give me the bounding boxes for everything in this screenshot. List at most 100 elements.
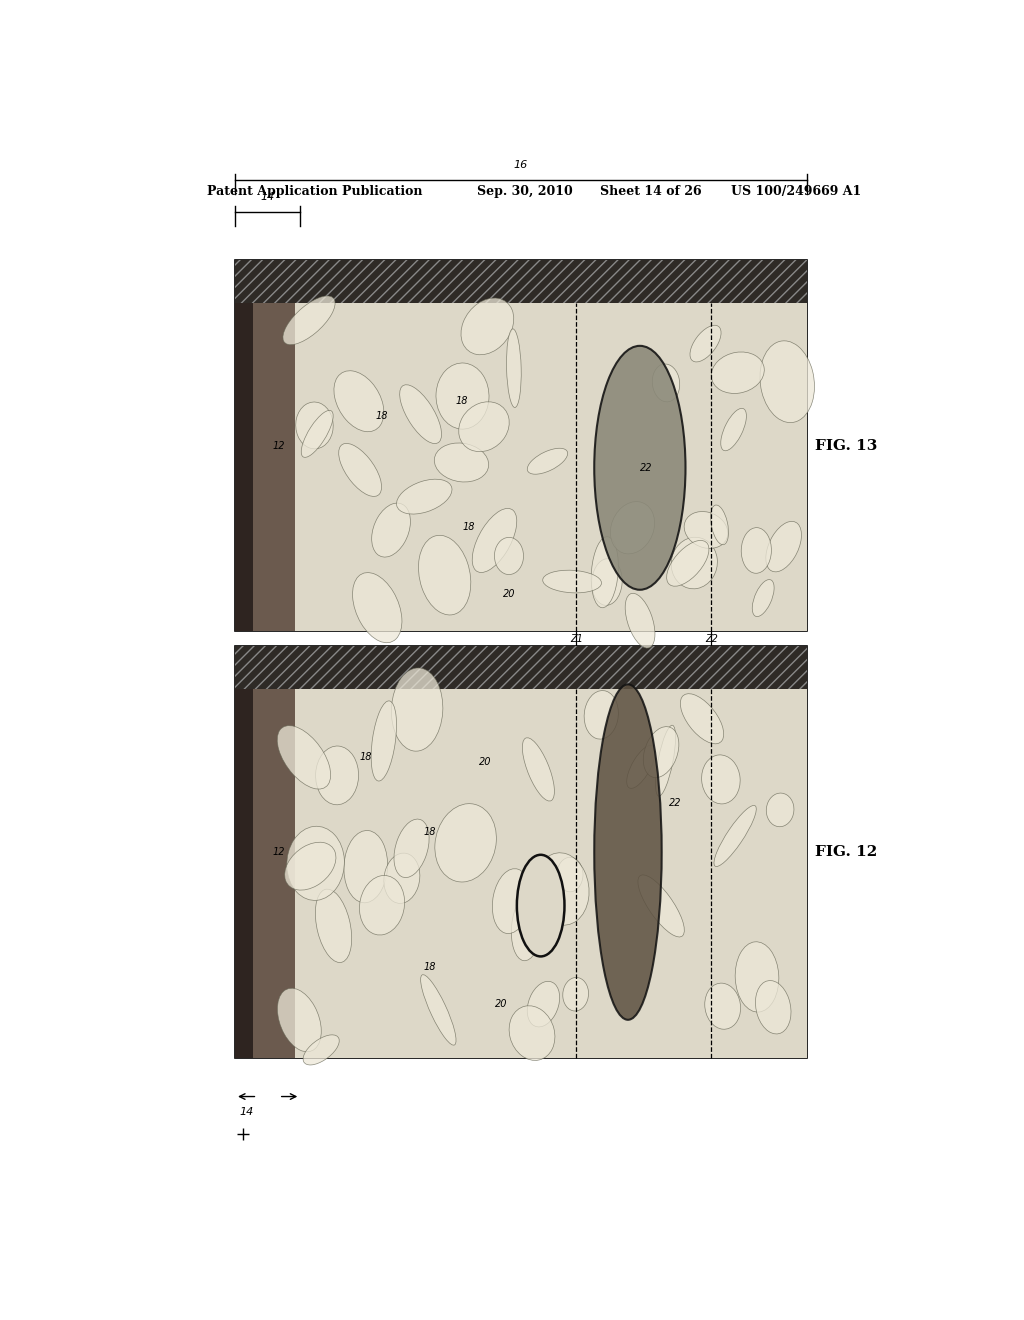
Ellipse shape xyxy=(419,536,471,615)
Text: FIG. 13: FIG. 13 xyxy=(815,438,878,453)
Text: 22: 22 xyxy=(640,463,652,473)
Ellipse shape xyxy=(705,983,740,1030)
Ellipse shape xyxy=(680,694,724,743)
Ellipse shape xyxy=(394,820,429,878)
Ellipse shape xyxy=(527,981,560,1027)
Ellipse shape xyxy=(372,503,411,557)
Ellipse shape xyxy=(584,690,618,739)
Ellipse shape xyxy=(701,755,740,804)
Ellipse shape xyxy=(760,341,814,422)
Bar xyxy=(236,260,807,302)
Text: 18: 18 xyxy=(455,396,468,407)
Ellipse shape xyxy=(396,479,452,513)
Ellipse shape xyxy=(511,894,543,961)
Ellipse shape xyxy=(493,869,530,933)
Bar xyxy=(236,689,253,1057)
Ellipse shape xyxy=(384,853,420,903)
Bar xyxy=(236,302,295,631)
Ellipse shape xyxy=(278,726,331,789)
Ellipse shape xyxy=(721,408,746,450)
Text: 18: 18 xyxy=(463,523,475,532)
Ellipse shape xyxy=(711,506,728,545)
Ellipse shape xyxy=(285,842,336,890)
Ellipse shape xyxy=(638,875,684,937)
Bar xyxy=(236,647,807,689)
Ellipse shape xyxy=(301,411,333,457)
Ellipse shape xyxy=(527,449,567,474)
Ellipse shape xyxy=(684,512,728,548)
Ellipse shape xyxy=(592,558,623,606)
Ellipse shape xyxy=(399,384,441,444)
Ellipse shape xyxy=(509,1006,555,1060)
Ellipse shape xyxy=(391,668,442,751)
Ellipse shape xyxy=(766,521,802,572)
Ellipse shape xyxy=(535,853,589,925)
Bar xyxy=(236,647,807,1057)
Ellipse shape xyxy=(517,855,564,957)
Ellipse shape xyxy=(735,941,779,1012)
Ellipse shape xyxy=(667,540,709,586)
Ellipse shape xyxy=(643,726,679,777)
Bar xyxy=(295,302,807,631)
Ellipse shape xyxy=(287,826,344,900)
Ellipse shape xyxy=(278,989,322,1052)
Ellipse shape xyxy=(522,738,554,801)
Ellipse shape xyxy=(303,1035,339,1065)
Text: Patent Application Publication: Patent Application Publication xyxy=(207,185,423,198)
Text: 18: 18 xyxy=(359,752,373,763)
Ellipse shape xyxy=(315,746,358,805)
Bar xyxy=(236,260,807,302)
Ellipse shape xyxy=(359,875,404,935)
Ellipse shape xyxy=(334,371,384,432)
Ellipse shape xyxy=(655,725,676,796)
Ellipse shape xyxy=(495,537,523,574)
Ellipse shape xyxy=(434,444,488,482)
Ellipse shape xyxy=(591,537,618,607)
Ellipse shape xyxy=(594,346,685,590)
Ellipse shape xyxy=(283,296,335,345)
Ellipse shape xyxy=(741,528,771,573)
Text: Z2: Z2 xyxy=(705,634,718,644)
Ellipse shape xyxy=(461,298,514,355)
Bar xyxy=(236,689,295,1057)
Text: 14: 14 xyxy=(260,193,274,202)
Text: Z1: Z1 xyxy=(570,634,583,644)
Ellipse shape xyxy=(507,329,521,408)
Ellipse shape xyxy=(344,830,387,903)
Text: 14: 14 xyxy=(240,1106,253,1117)
Ellipse shape xyxy=(296,403,333,449)
Ellipse shape xyxy=(472,508,517,573)
Ellipse shape xyxy=(652,364,680,401)
Ellipse shape xyxy=(756,981,791,1034)
Ellipse shape xyxy=(626,593,655,648)
Text: 18: 18 xyxy=(423,826,436,837)
Ellipse shape xyxy=(421,974,456,1045)
Ellipse shape xyxy=(766,793,794,826)
Text: Sep. 30, 2010: Sep. 30, 2010 xyxy=(477,185,573,198)
Text: 20: 20 xyxy=(503,589,515,599)
Ellipse shape xyxy=(352,573,402,643)
Ellipse shape xyxy=(610,502,654,554)
Text: 12: 12 xyxy=(272,441,285,450)
Ellipse shape xyxy=(436,363,489,429)
Bar xyxy=(295,689,807,1057)
Text: US 100/249669 A1: US 100/249669 A1 xyxy=(731,185,861,198)
Ellipse shape xyxy=(459,401,509,451)
Ellipse shape xyxy=(371,701,396,781)
Ellipse shape xyxy=(339,444,382,496)
Ellipse shape xyxy=(672,537,718,589)
Text: 18: 18 xyxy=(376,411,388,421)
Text: 20: 20 xyxy=(495,999,507,1010)
Text: 18: 18 xyxy=(423,962,436,973)
Bar xyxy=(236,302,253,631)
Ellipse shape xyxy=(435,804,497,882)
Ellipse shape xyxy=(563,978,589,1011)
Text: Sheet 14 of 26: Sheet 14 of 26 xyxy=(600,185,701,198)
Ellipse shape xyxy=(543,570,601,593)
Ellipse shape xyxy=(557,857,583,892)
Text: 12: 12 xyxy=(272,847,285,857)
Text: 20: 20 xyxy=(479,756,492,767)
Bar xyxy=(236,647,807,689)
Ellipse shape xyxy=(594,684,662,1020)
Text: 22: 22 xyxy=(670,797,682,808)
